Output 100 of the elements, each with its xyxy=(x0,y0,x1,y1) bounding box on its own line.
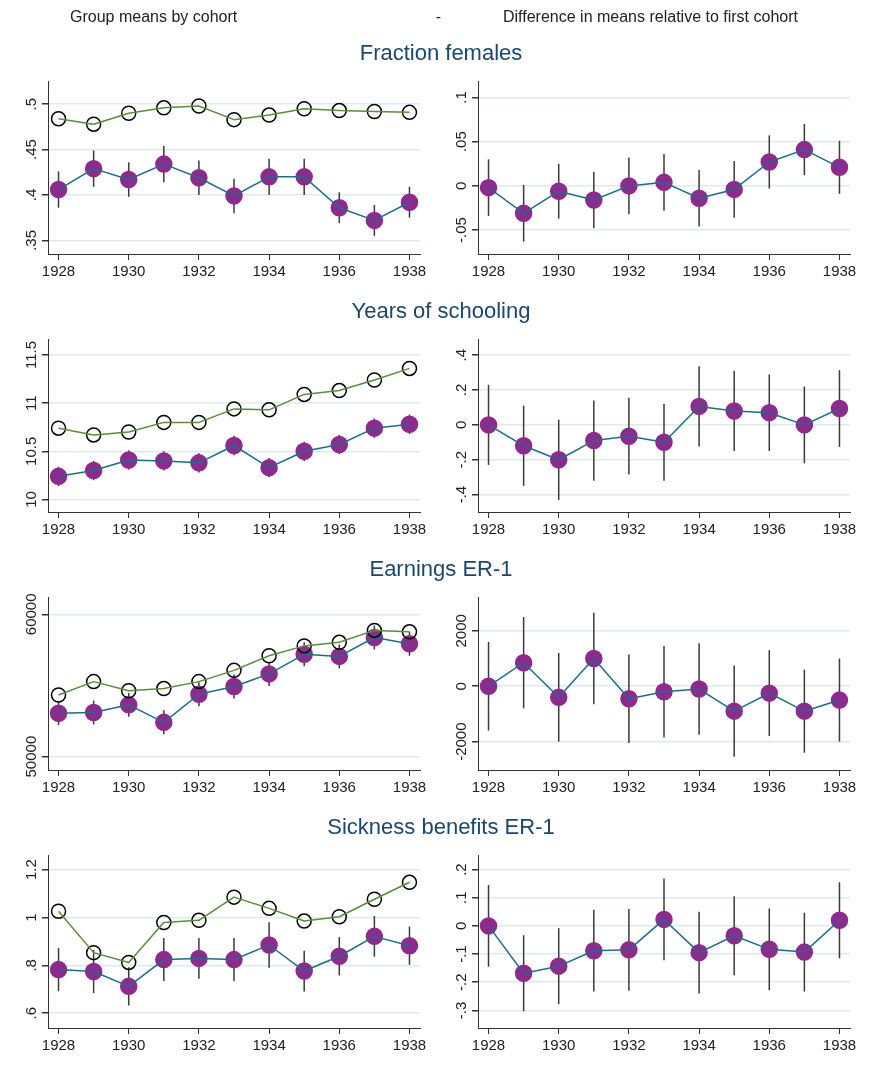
x-tick-label: 1928 xyxy=(471,1036,506,1054)
x-tick-label: 1930 xyxy=(112,262,146,280)
y-tick-label: -.3 xyxy=(451,1001,469,1020)
x-tick-label: 1932 xyxy=(182,1036,216,1054)
x-tick-label: 1934 xyxy=(252,1036,286,1054)
y-tick-label: 10.5 xyxy=(21,436,39,466)
y-tick-label: .35 xyxy=(21,229,39,251)
y-tick-label: .2 xyxy=(451,383,469,397)
y-tick-label: 11.5 xyxy=(21,340,39,369)
x-tick-label: 1932 xyxy=(612,1036,646,1054)
point xyxy=(366,891,383,908)
y-tick-label: .5 xyxy=(21,97,39,111)
x-tick-label: 1934 xyxy=(682,778,716,796)
x-tick-label: 1932 xyxy=(182,262,216,280)
point xyxy=(225,950,243,969)
point xyxy=(479,178,498,197)
point xyxy=(50,110,67,127)
point xyxy=(331,909,348,925)
x-tick-label: 1938 xyxy=(392,520,427,538)
point xyxy=(830,399,849,418)
y-tick-label: .45 xyxy=(21,139,39,161)
point xyxy=(50,903,67,919)
y-tick-label: -.05 xyxy=(451,217,469,244)
point xyxy=(190,949,208,968)
x-tick-label: 1938 xyxy=(822,1036,857,1054)
y-tick-label: 11 xyxy=(21,395,39,411)
point xyxy=(156,414,172,431)
point xyxy=(156,100,172,116)
point xyxy=(226,111,242,128)
x-tick-label: 1938 xyxy=(392,778,427,796)
y-tick-label: 2000 xyxy=(451,614,469,648)
y-tick-label: -.4 xyxy=(451,485,469,504)
x-tick-label: 1938 xyxy=(392,262,427,280)
point xyxy=(400,415,419,434)
x-tick-label: 1938 xyxy=(822,262,857,280)
x-tick-label: 1932 xyxy=(612,262,646,280)
y-tick-label: -.2 xyxy=(451,973,469,991)
y-tick-label: 1 xyxy=(21,913,39,922)
x-tick-label: 1936 xyxy=(752,520,786,538)
x-tick-label: 1932 xyxy=(612,778,646,796)
y-tick-label: .1 xyxy=(451,91,469,104)
point xyxy=(156,914,172,931)
x-tick-label: 1928 xyxy=(41,520,76,538)
y-tick-label: .2 xyxy=(451,863,469,876)
x-tick-label: 1930 xyxy=(112,1036,146,1054)
point xyxy=(261,402,277,418)
point xyxy=(331,102,348,119)
x-tick-label: 1932 xyxy=(612,520,646,538)
point xyxy=(85,116,102,132)
point xyxy=(331,382,348,399)
point xyxy=(191,98,207,114)
point xyxy=(50,687,67,703)
chart-title: Fraction females xyxy=(358,40,524,66)
point xyxy=(191,912,207,929)
x-tick-label: 1938 xyxy=(392,1036,427,1054)
point xyxy=(296,100,312,117)
y-tick-label: 10 xyxy=(21,491,39,508)
point xyxy=(85,944,102,961)
x-tick-label: 1938 xyxy=(822,778,857,796)
x-tick-label: 1938 xyxy=(822,520,857,538)
y-tick-label: .1 xyxy=(451,891,469,904)
y-tick-label: .4 xyxy=(21,188,39,202)
x-tick-label: 1930 xyxy=(542,778,576,796)
point xyxy=(401,874,418,891)
y-tick-label: .4 xyxy=(451,348,469,362)
point xyxy=(366,372,383,388)
point xyxy=(261,647,277,664)
point xyxy=(120,682,137,699)
x-tick-label: 1936 xyxy=(752,262,786,280)
text: - xyxy=(435,8,441,26)
point xyxy=(296,638,312,654)
x-tick-label: 1930 xyxy=(112,520,146,538)
x-tick-label: 1934 xyxy=(252,520,286,538)
x-tick-label: 1934 xyxy=(682,262,716,280)
point xyxy=(830,911,849,930)
x-tick-label: 1934 xyxy=(682,520,716,538)
point xyxy=(120,105,137,122)
point xyxy=(120,424,137,440)
y-tick-label: 0 xyxy=(451,420,469,430)
point xyxy=(400,193,419,211)
y-tick-label: 1.2 xyxy=(21,859,39,881)
point xyxy=(401,104,418,121)
text: Difference in means relative to first cohort xyxy=(503,8,798,26)
x-tick-label: 1928 xyxy=(41,262,76,280)
point xyxy=(191,414,207,431)
point xyxy=(226,401,242,417)
x-tick-label: 1932 xyxy=(182,778,216,796)
point xyxy=(226,662,242,679)
point xyxy=(49,467,68,486)
point xyxy=(191,673,207,690)
point xyxy=(479,677,498,695)
y-tick-label: 0 xyxy=(451,181,469,191)
point xyxy=(479,416,498,434)
x-tick-label: 1936 xyxy=(322,1036,356,1054)
point xyxy=(401,624,418,640)
point xyxy=(400,936,419,955)
x-tick-label: 1930 xyxy=(542,1036,576,1054)
text: Group means by cohort xyxy=(70,8,238,26)
point xyxy=(401,360,418,377)
y-tick-label: 50000 xyxy=(21,735,39,778)
